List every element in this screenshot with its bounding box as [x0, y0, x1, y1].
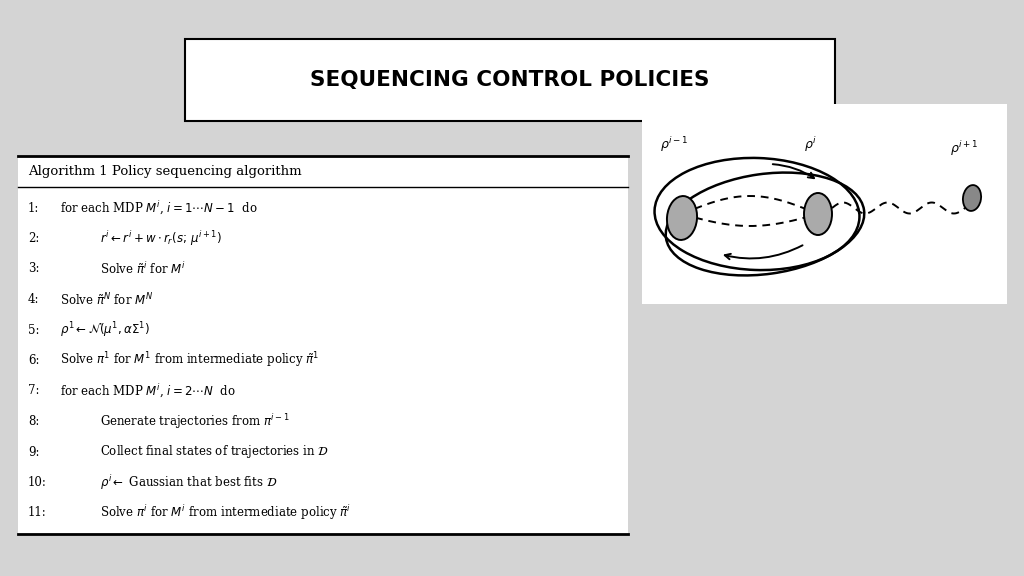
Text: $\rho^{i+1}$: $\rho^{i+1}$ — [950, 139, 978, 158]
FancyBboxPatch shape — [18, 156, 628, 534]
Text: SEQUENCING CONTROL POLICIES: SEQUENCING CONTROL POLICIES — [310, 70, 710, 90]
Text: 9:: 9: — [28, 445, 40, 458]
Text: 4:: 4: — [28, 293, 40, 306]
Text: 8:: 8: — [28, 415, 39, 428]
Text: $\rho^{i-1}$: $\rho^{i-1}$ — [660, 135, 688, 154]
Text: Algorithm 1 Policy sequencing algorithm: Algorithm 1 Policy sequencing algorithm — [28, 165, 302, 178]
Text: Solve $\tilde{\pi}^i$ for $\mathit{M}^i$: Solve $\tilde{\pi}^i$ for $\mathit{M}^i$ — [100, 261, 185, 277]
Text: Solve $\pi^1$ for $\mathit{M}^1$ from intermediate policy $\tilde{\pi}^1$: Solve $\pi^1$ for $\mathit{M}^1$ from in… — [60, 351, 319, 370]
Text: Solve $\tilde{\pi}^N$ for $\mathit{M}^N$: Solve $\tilde{\pi}^N$ for $\mathit{M}^N$ — [60, 291, 154, 308]
Text: 3:: 3: — [28, 263, 40, 275]
Text: 11:: 11: — [28, 506, 47, 520]
Text: $\rho^i \leftarrow$ Gaussian that best fits $\mathcal{D}$: $\rho^i \leftarrow$ Gaussian that best f… — [100, 473, 278, 492]
Text: $\rho^1 \leftarrow \mathcal{N}(\mu^1, \alpha\Sigma^1)$: $\rho^1 \leftarrow \mathcal{N}(\mu^1, \a… — [60, 320, 150, 340]
Ellipse shape — [667, 196, 697, 240]
Ellipse shape — [804, 193, 831, 235]
FancyBboxPatch shape — [185, 39, 835, 121]
Text: for each MDP $\mathit{M}^i$, $i = 2 \cdots N$  do: for each MDP $\mathit{M}^i$, $i = 2 \cdo… — [60, 382, 236, 400]
Text: 10:: 10: — [28, 476, 47, 489]
Text: 2:: 2: — [28, 232, 39, 245]
Text: for each MDP $\mathit{M}^i$, $i = 1 \cdots N-1$  do: for each MDP $\mathit{M}^i$, $i = 1 \cdo… — [60, 199, 258, 217]
Ellipse shape — [963, 185, 981, 211]
Text: 6:: 6: — [28, 354, 40, 367]
Text: $r^i \leftarrow r^i + w \cdot r_r(s;\, \mu^{i+1})$: $r^i \leftarrow r^i + w \cdot r_r(s;\, \… — [100, 229, 222, 248]
Text: 5:: 5: — [28, 324, 40, 336]
Text: Generate trajectories from $\pi^{i-1}$: Generate trajectories from $\pi^{i-1}$ — [100, 412, 290, 431]
Text: Collect final states of trajectories in $\mathcal{D}$: Collect final states of trajectories in … — [100, 444, 329, 460]
Text: 7:: 7: — [28, 385, 40, 397]
Text: $\rho^{i}$: $\rho^{i}$ — [804, 135, 817, 154]
FancyBboxPatch shape — [642, 104, 1007, 304]
Text: 1:: 1: — [28, 202, 39, 214]
Text: Solve $\pi^i$ for $\mathit{M}^i$ from intermediate policy $\tilde{\pi}^i$: Solve $\pi^i$ for $\mathit{M}^i$ from in… — [100, 503, 351, 522]
